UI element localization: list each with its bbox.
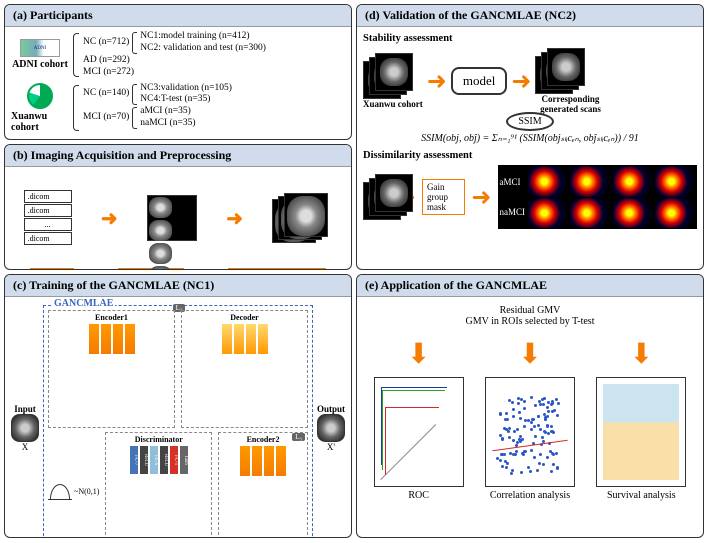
panel-c-title: (c) Training of the GANCMLAE (NC1) — [5, 275, 351, 297]
input-image — [11, 414, 39, 442]
arrow-icon: ➜ — [427, 67, 447, 96]
panel-b-title: (b) Imaging Acquisition and Preprocessin… — [5, 145, 351, 167]
noise-input: ~N(0,1) — [48, 432, 99, 538]
stability-flow: Xuanwu cohort ➜ model ➜ Corresponding ge… — [363, 48, 697, 114]
arrow-icon: ➜ — [226, 206, 243, 231]
arrow-down-icon: ⬇ — [407, 337, 430, 371]
arrow-icon: ➜ — [101, 206, 118, 231]
panel-a-title: (a) Participants — [5, 5, 351, 27]
ssim-formula: SSIM(obj, obĵ) = Σₙ₌₁⁹¹ (SSIM(objₛₗᵢcₑₙ,… — [363, 133, 697, 144]
input-scans — [363, 174, 390, 220]
decoder-box: Decoder — [181, 310, 308, 428]
arrow-icon: ➜ — [511, 67, 531, 96]
panel-validation: (d) Validation of the GANCMLAE (NC2) Sta… — [356, 4, 704, 270]
arrow-icon: ➜ — [471, 183, 491, 212]
panel-d-title: (d) Validation of the GANCMLAE (NC2) — [357, 5, 703, 27]
heatmap — [527, 165, 697, 229]
arrow-down-icon: ⬇ — [630, 337, 653, 371]
l3-tag: L₃ — [292, 433, 305, 441]
dissimilarity-heading: Dissimilarity assessment — [363, 150, 697, 161]
roi-gmv-label: GMV in ROIs selected by T-test — [363, 316, 697, 327]
raw-data-label: Raw data — [30, 268, 74, 270]
panel-e-title: (e) Application of the GANCMLAE — [357, 275, 703, 297]
adni-logo: ADNI — [20, 39, 60, 57]
adni-cohort: ADNI ADNI cohort NC (n=712) NC1:model tr… — [11, 31, 345, 79]
dissimilarity-flow: ➜ Gain group mask ➜ aMCI naMCI — [363, 165, 697, 229]
encoder1-box: Encoder1 — [48, 310, 175, 428]
encoder2-box: Encoder2 L₃ — [218, 432, 308, 538]
panel-imaging: (b) Imaging Acquisition and Preprocessin… — [4, 144, 352, 270]
discriminator-box: Discriminator FC-7ReLU FC-5ReLU FC-1Tanh… — [105, 432, 212, 538]
gancmlae-box: GANCMLAE L₂ Encoder1 Decoder ~N(0,1) — [43, 305, 313, 538]
gain-mask-label: Gain group mask — [422, 179, 465, 215]
generated-scans — [535, 48, 585, 94]
survival-chart — [596, 377, 686, 487]
brain-slices — [272, 193, 332, 243]
panel-application: (e) Application of the GANCMLAE Residual… — [356, 274, 704, 538]
residual-gmv-label: Residual GMV — [363, 305, 697, 316]
output-image — [317, 414, 345, 442]
xuanwu-scans — [363, 53, 413, 99]
xuanwu-logo — [27, 83, 53, 109]
panel-participants: (a) Participants ADNI ADNI cohort NC (n=… — [4, 4, 352, 140]
brain-views — [147, 195, 197, 241]
panel-training: (c) Training of the GANCMLAE (NC1) Input… — [4, 274, 352, 538]
dicom-files: .dicom .dicom ... .dicom — [24, 190, 72, 246]
roc-chart — [374, 377, 464, 487]
norm-label: Normalization and Slice — [228, 268, 325, 270]
correlation-chart — [485, 377, 575, 487]
arrow-down-icon: ⬇ — [518, 337, 541, 371]
ssim-node: SSIM — [506, 112, 553, 131]
stability-heading: Stability assessment — [363, 33, 697, 44]
model-box: model — [451, 67, 508, 95]
xuanwu-cohort: Xuanwu cohort NC (n=140) NC3:validation … — [11, 83, 345, 133]
